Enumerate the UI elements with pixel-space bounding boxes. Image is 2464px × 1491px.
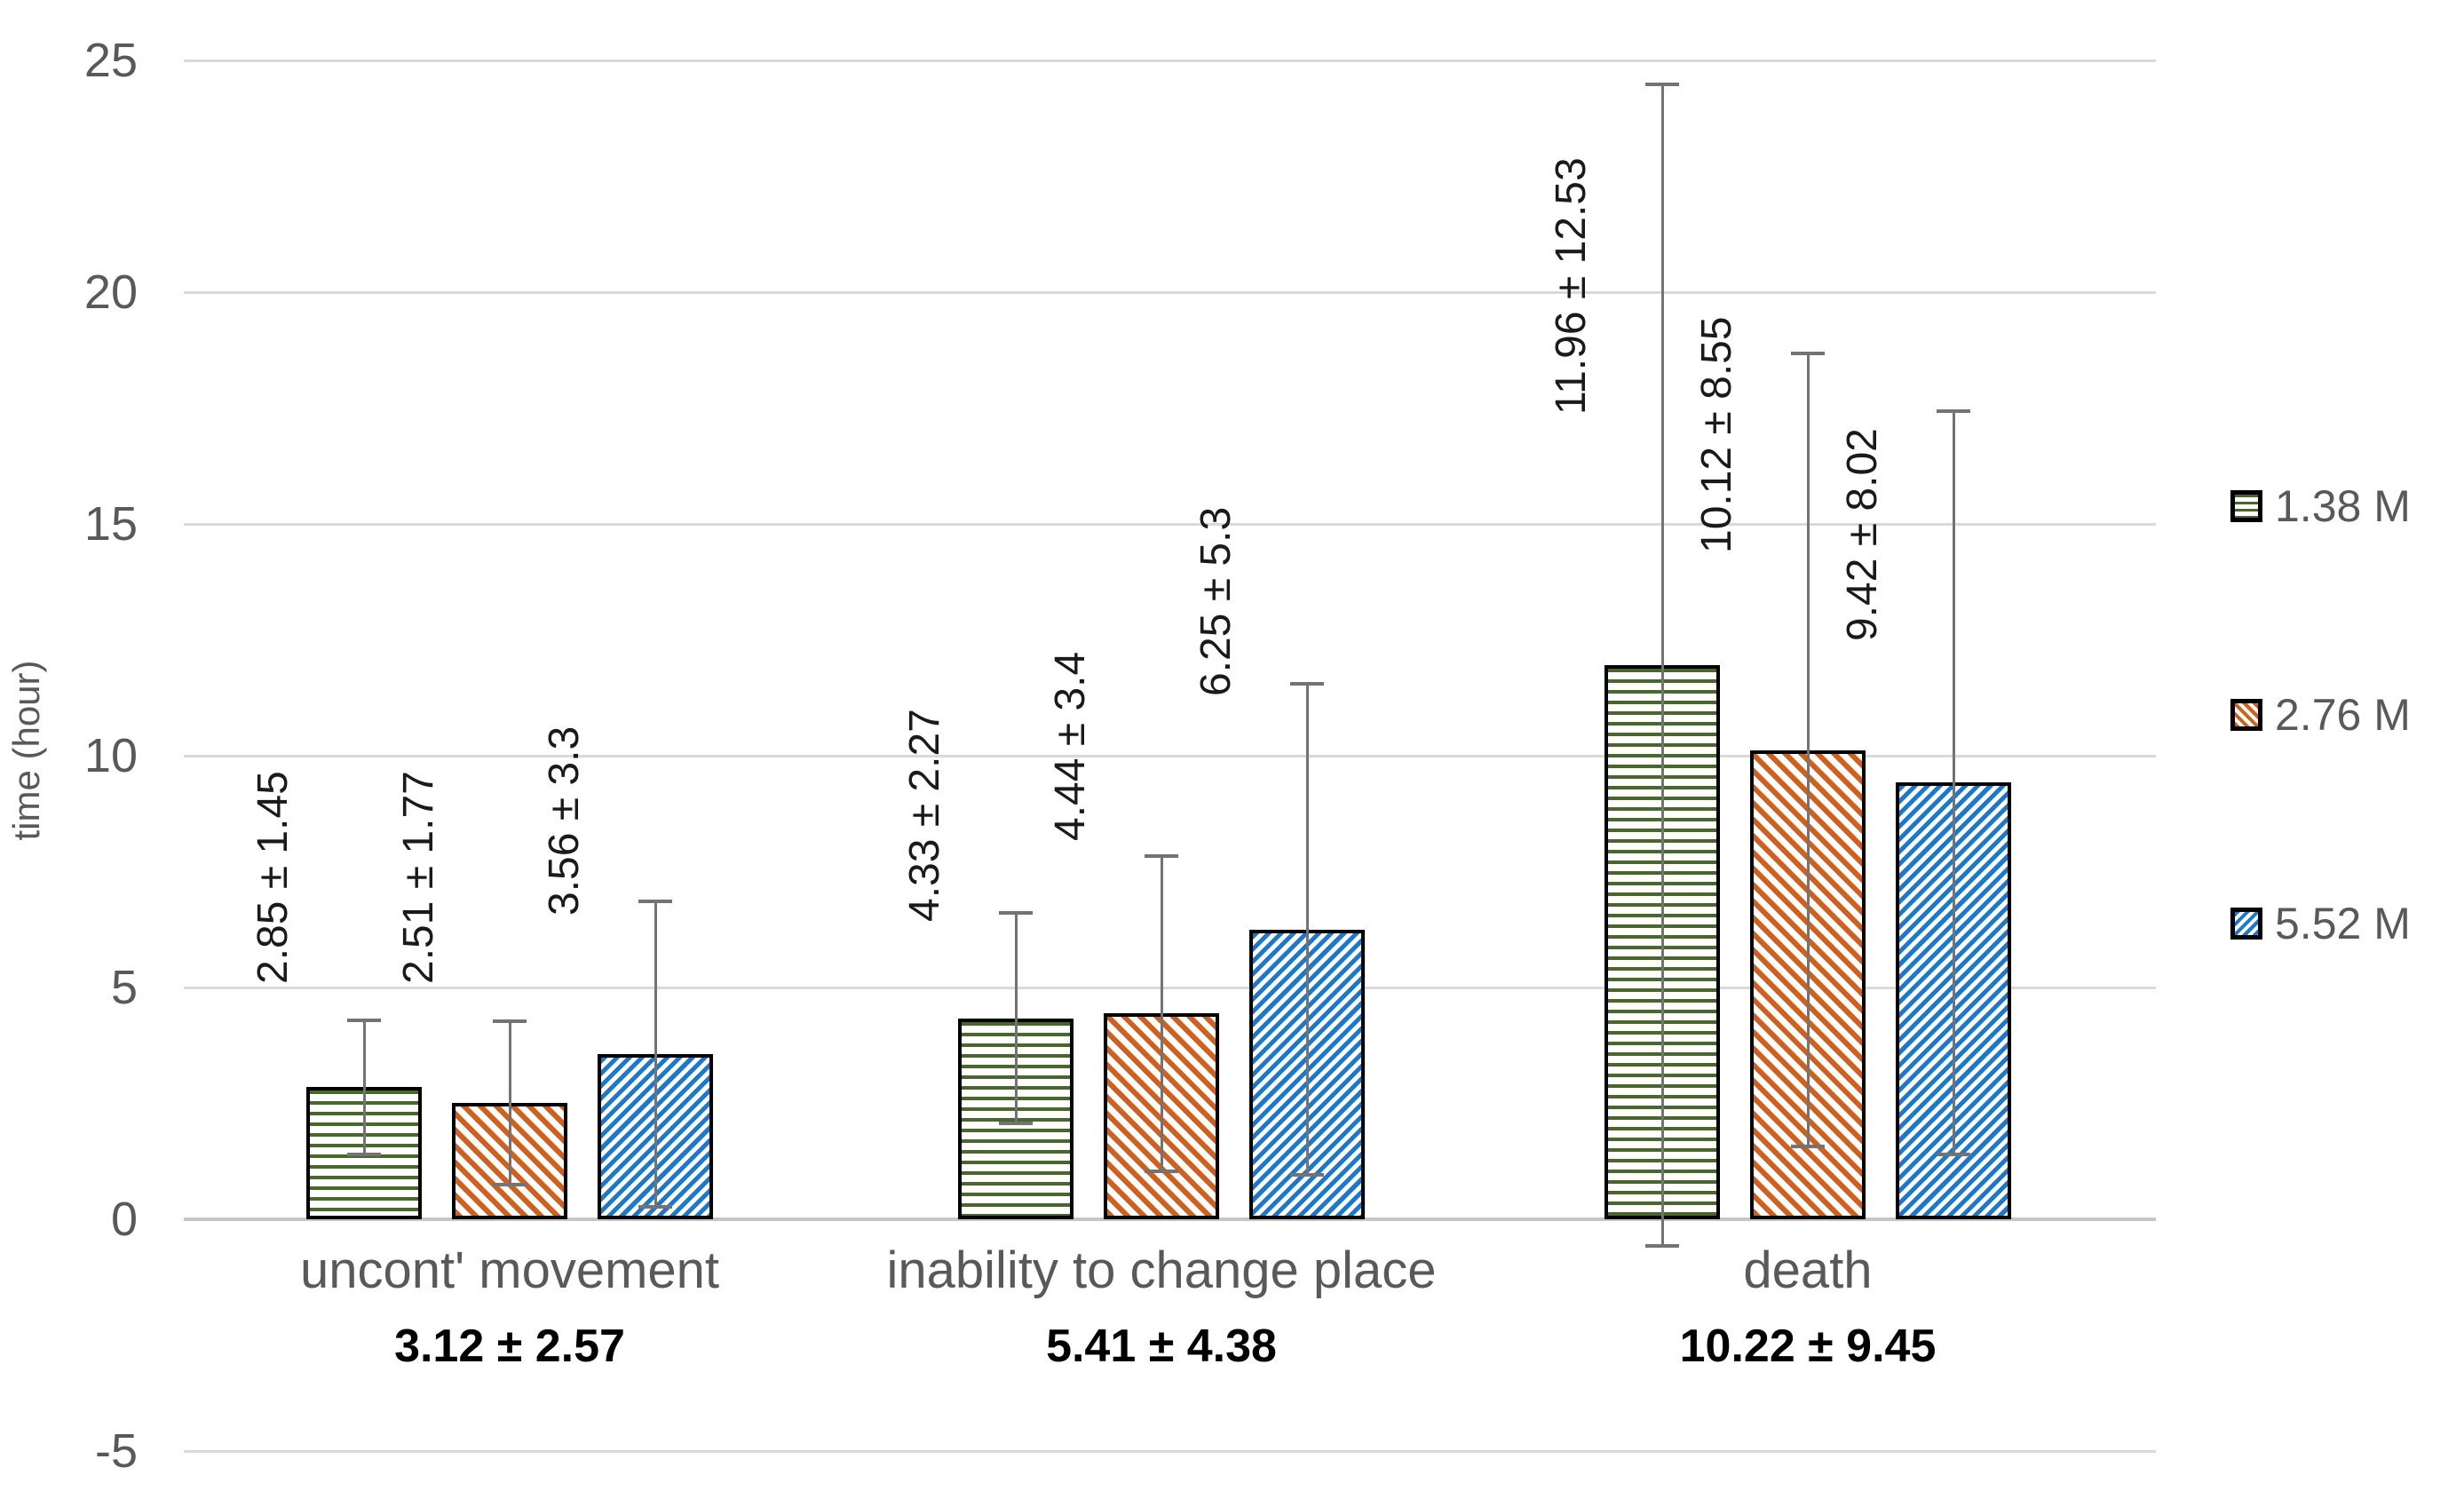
error-bar-cap [347,1152,381,1156]
legend-label: 2.76 M [2275,690,2411,740]
legend-swatch [2230,699,2262,731]
gridline [184,987,2156,989]
gridline [184,1450,2156,1453]
group-mean-label: 10.22 ± 9.45 [1679,1320,1937,1372]
value-label: 4.33 ± 2.27 [901,709,948,923]
error-bar [508,1020,511,1186]
value-label: 3.56 ± 3.3 [541,726,588,916]
y-tick-label: 0 [110,1193,138,1246]
error-bar [1305,684,1309,1176]
gridline [184,755,2156,757]
error-bar-cap [347,1018,381,1022]
value-label: 4.44 ± 3.4 [1047,651,1094,841]
y-tick-label: 25 [83,34,138,87]
y-tick-label: 5 [110,961,138,1014]
y-tick-label: 15 [83,497,138,551]
error-bar-cap [999,1122,1033,1126]
gridline [184,523,2156,526]
y-tick-label: 10 [83,729,138,782]
y-tick-label: 20 [83,266,138,319]
error-bar [1160,855,1163,1171]
error-bar-cap [1791,352,1825,356]
error-bar-cap [1290,1173,1324,1178]
error-bar [1660,83,1664,1246]
error-bar-cap [1145,1169,1178,1173]
error-bar-cap [1937,1152,1970,1156]
error-bar [1952,410,1955,1154]
gridline [184,59,2156,62]
error-bar [1014,913,1018,1124]
error-bar-cap [1645,1243,1679,1248]
gridline [184,291,2156,294]
group-mean-label: 5.41 ± 4.38 [1046,1320,1277,1372]
value-label: 9.42 ± 8.02 [1839,427,1886,641]
legend-label: 1.38 M [2275,481,2411,531]
error-bar-cap [1290,682,1324,686]
legend-label: 5.52 M [2275,899,2411,948]
error-bar-cap [1645,82,1679,86]
value-label: 2.51 ± 1.77 [395,770,442,984]
legend-swatch [2230,490,2262,522]
error-bar-cap [1145,853,1178,858]
error-bar-cap [493,1019,527,1023]
y-tick-label: -5 [94,1424,138,1478]
error-bar-cap [638,1205,672,1209]
error-bar [362,1019,366,1154]
category-label: uncont' movement [299,1241,720,1299]
error-bar-cap [1791,1145,1825,1149]
error-bar-cap [493,1183,527,1187]
error-bar-cap [638,899,672,903]
value-label: 6.25 ± 5.3 [1192,506,1240,697]
legend-swatch [2230,908,2262,940]
value-label: 11.96 ± 12.53 [1548,156,1595,415]
category-label: death [1743,1241,1873,1299]
value-label: 2.85 ± 1.45 [250,770,297,984]
value-label: 10.12 ± 8.55 [1693,316,1740,554]
error-bar-cap [999,911,1033,916]
error-bar [654,900,657,1208]
error-bar-cap [1937,408,1970,413]
category-label: inability to change place [886,1241,1437,1299]
x-axis-line [184,1217,2156,1221]
group-mean-label: 3.12 ± 2.57 [394,1320,625,1372]
error-bar [1806,353,1810,1147]
